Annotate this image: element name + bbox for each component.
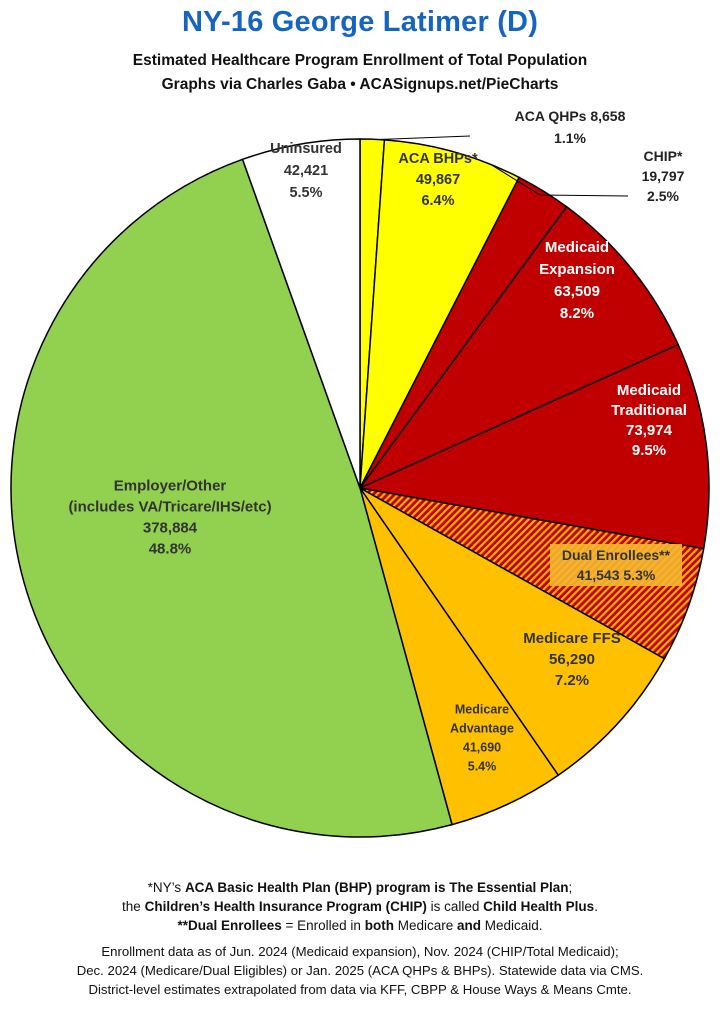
source-line: Enrollment data as of Jun. 2024 (Medicai… (101, 944, 619, 959)
slice-label-aca-bhps: ACA BHPs* 49,867 6.4% (398, 151, 478, 209)
slice-label-line: 8.2% (560, 305, 594, 322)
chart-title: NY-16 George Latimer (D) (181, 6, 539, 38)
slice-label-line: 1.1% (554, 130, 586, 146)
source-line: Dec. 2024 (Medicare/Dual Eligibles) or J… (76, 963, 644, 978)
slice-label-line: Medicare (455, 703, 509, 717)
slice-label-line: Medicaid (617, 382, 681, 399)
slice-label-medicare-advantage: Medicare Advantage 41,690 5.4% (450, 703, 514, 774)
slice-label-line: 6.4% (421, 193, 454, 209)
slice-label-line: Expansion (539, 261, 615, 278)
slice-label-medicaid-traditional: Medicaid Traditional 73,974 9.5% (611, 382, 687, 459)
slice-label-line: 19,797 (642, 168, 685, 184)
slice-label-line: ACA BHPs* (398, 151, 478, 167)
callout-line (490, 163, 629, 197)
slice-label-line: 2.5% (647, 188, 679, 204)
footnote-dual: **Dual Enrollees = Enrolled in both Medi… (177, 918, 543, 933)
slice-label-line: 41,543 5.3% (577, 567, 656, 583)
footnote-bhp: *NY’s ACA Basic Health Plan (BHP) progra… (147, 880, 573, 895)
slice-label-line: Uninsured (270, 141, 342, 157)
chart-subtitle: Estimated Healthcare Program Enrollment … (132, 52, 588, 69)
slice-label-medicare-ffs: Medicare FFS 56,290 7.2% (523, 630, 621, 689)
slice-label-employer-other-includes-va-tricare-ihs-etc: Employer/Other (includes VA/Tricare/IHS/e… (68, 478, 271, 558)
pie-slice-medicaid-traditional (357, 343, 710, 550)
slice-label-line: 5.4% (468, 760, 497, 774)
pie-slice-employer-other-includes-va-tricare-ihs-etc (10, 158, 453, 838)
slice-label-line: Dual Enrollees** (562, 547, 671, 563)
slice-label-line: Medicare FFS (523, 630, 621, 647)
callout-line (378, 135, 471, 140)
source-notes: Enrollment data as of Jun. 2024 (Medicai… (0, 942, 720, 999)
slice-label-line: Advantage (450, 722, 514, 736)
footnote-chip: the Children’s Health Insurance Program … (122, 899, 598, 914)
slice-label-line: Traditional (611, 402, 687, 419)
slice-label-dual-enrollees: Dual Enrollees** 41,543 5.3% (550, 544, 682, 586)
footnotes: *NY’s ACA Basic Health Plan (BHP) progra… (0, 878, 720, 935)
slice-label-medicaid-expansion: Medicaid Expansion 63,509 8.2% (539, 239, 615, 322)
pie-slice-medicare-ffs (359, 487, 666, 777)
chart-credit: Graphs via Charles Gaba • ACASignups.net… (161, 76, 559, 93)
slice-label-line: 63,509 (554, 283, 600, 300)
dual-label-box (550, 544, 682, 586)
slice-label-line: 9.5% (632, 442, 666, 459)
slice-label-line: (includes VA/Tricare/IHS/etc) (68, 499, 271, 516)
slice-label-line: ACA QHPs 8,658 (515, 108, 626, 124)
slice-label-line: 48.8% (149, 541, 192, 558)
pie-slice-uninsured (241, 138, 361, 489)
slice-label-line: 5.5% (289, 185, 322, 201)
slice-label-chip: CHIP* 19,797 2.5% (642, 148, 685, 204)
pie-slice-medicaid-expansion (357, 205, 680, 490)
pie-chart: ACA QHPs 8,658 1.1% ACA BHPs* 49,867 6.4% CHI… (10, 108, 710, 838)
slice-label-line: 49,867 (416, 172, 460, 188)
slice-label-line: 41,690 (463, 741, 501, 755)
slice-label-uninsured: Uninsured 42,421 5.5% (270, 141, 342, 201)
source-line: District-level estimates extrapolated fr… (88, 982, 632, 997)
slice-label-line: 56,290 (549, 651, 595, 668)
slice-label-line: Employer/Other (114, 478, 227, 495)
slice-label-line: Medicaid (545, 239, 609, 256)
slice-label-aca-qhps: ACA QHPs 8,658 1.1% (515, 108, 626, 146)
slice-label-line: 7.2% (555, 672, 589, 689)
slice-label-line: 73,974 (626, 422, 673, 439)
slice-label-line: 42,421 (284, 163, 328, 179)
slice-label-line: 378,884 (143, 520, 198, 537)
slice-label-line: CHIP* (644, 148, 683, 164)
pie-slice-aca-bhps (359, 139, 521, 489)
